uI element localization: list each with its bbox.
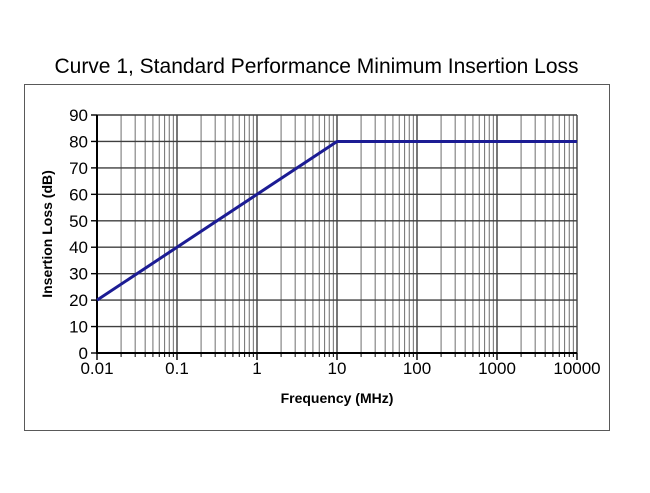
x-tick-label: 10000 (553, 359, 600, 378)
y-tick-label: 70 (69, 159, 88, 178)
y-tick-label: 0 (79, 344, 88, 363)
series-line-curve-1 (96, 139, 577, 302)
x-tick-label: 1000 (478, 359, 516, 378)
y-tick-label: 90 (69, 106, 88, 125)
x-tick-label: 1 (252, 359, 261, 378)
x-tick-label: 10 (328, 359, 347, 378)
x-tick-label: 100 (403, 359, 431, 378)
y-tick-label: 50 (69, 212, 88, 231)
x-axis-title: Frequency (MHz) (280, 390, 394, 406)
chart-title: Curve 1, Standard Performance Minimum In… (54, 55, 579, 78)
y-tick-label: 40 (69, 238, 88, 257)
y-tick-label: 30 (69, 265, 88, 284)
y-axis-title: Insertion Loss (dB) (39, 170, 55, 298)
y-tick-label: 60 (69, 185, 88, 204)
y-tick-label: 10 (69, 318, 88, 337)
y-tick-label: 20 (69, 291, 88, 310)
y-tick-label: 80 (69, 132, 88, 151)
x-tick-label: 0.1 (165, 359, 189, 378)
x-tick-label: 0.01 (80, 359, 113, 378)
